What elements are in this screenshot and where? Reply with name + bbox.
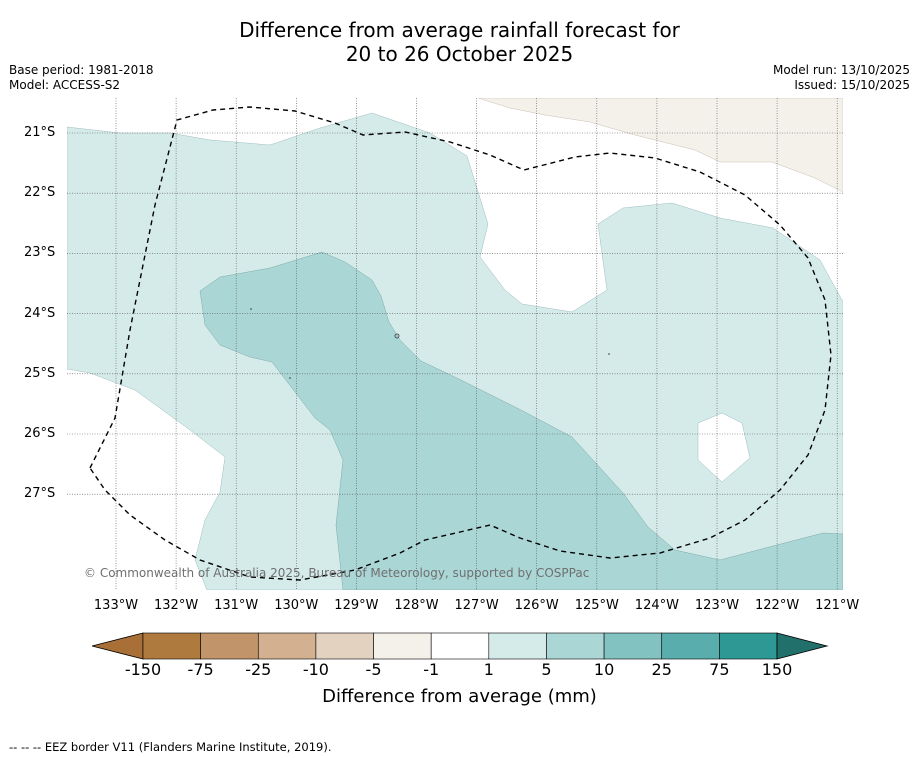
meta-right: Model run: 13/10/2025 Issued: 15/10/2025 [773, 63, 910, 93]
colorbar-bin [546, 632, 605, 660]
lon-label: 121°W [815, 598, 860, 613]
colorbar-tick-label: 150 [761, 660, 793, 679]
lat-label: 24°S [24, 305, 56, 321]
colorbar-tick-label: -25 [245, 660, 272, 679]
lon-label: 130°W [274, 598, 319, 613]
colorbar-label: Difference from average (mm) [322, 686, 597, 707]
model-run: Model run: 13/10/2025 [772, 63, 910, 77]
title-line-1: Difference from average rainfall forecas… [239, 18, 680, 42]
colorbar-tick-label: -5 [365, 660, 382, 679]
colorbar-bin [315, 632, 374, 660]
lon-label: 124°W [634, 598, 679, 613]
lat-label: 23°S [24, 245, 56, 261]
colorbar-arrow-low [91, 632, 144, 660]
lat-label: 25°S [24, 365, 56, 381]
island-marker [394, 333, 400, 339]
lat-label: 21°S [24, 125, 56, 140]
island-marker [250, 308, 252, 310]
colorbar-bin [200, 632, 259, 660]
map-title: Difference from average rainfall forecas… [0, 18, 919, 66]
colorbar-tick-label: -10 [302, 660, 329, 679]
copyright-note: © Commonwealth of Australia 2025, Bureau… [84, 566, 590, 580]
colorbar-bin [142, 632, 201, 660]
lon-label: 123°W [694, 598, 740, 613]
colorbar-tick-label: 25 [651, 660, 672, 679]
lat-label: 26°S [24, 426, 56, 441]
gridlines [67, 98, 843, 590]
colorbar-tick-label: 5 [541, 660, 552, 679]
colorbar-tick-label: -1 [423, 660, 440, 679]
lon-label: 131°W [214, 598, 259, 613]
lat-label: 27°S [24, 486, 56, 502]
lat-label: 22°S [24, 185, 56, 201]
colorbar-tick-label: -75 [187, 660, 214, 679]
lon-label: 132°W [154, 598, 199, 613]
lon-label: 128°W [394, 598, 439, 613]
colorbar-arrow-high [776, 632, 829, 660]
lon-label: 129°W [334, 598, 379, 613]
lon-label: 127°W [454, 598, 499, 613]
colorbar-bin [661, 632, 720, 660]
colorbar [91, 632, 829, 660]
lon-label: 122°W [755, 598, 800, 613]
lon-label: 126°W [514, 598, 559, 613]
rain-zone-minus1-5 [477, 98, 843, 193]
colorbar-tick-label: 75 [709, 660, 730, 679]
colorbar-bin [430, 632, 490, 660]
colorbar-tick-label: 10 [593, 660, 615, 679]
title-line-2: 20 to 26 October 2025 [345, 42, 574, 66]
meta-left: Base period: 1981-2018 Model: ACCESS-S2 [9, 63, 154, 93]
rain-zone-hole [697, 412, 751, 483]
colorbar-tick-label: -150 [124, 660, 162, 679]
model-name: Model: ACCESS-S2 [9, 78, 121, 92]
colorbar-bin [373, 632, 432, 660]
island-marker [608, 353, 610, 355]
colorbar-bin [603, 632, 663, 660]
lon-label: 133°W [93, 598, 139, 613]
issued-date: Issued: 15/10/2025 [794, 78, 910, 92]
lon-label: 125°W [574, 598, 619, 613]
map-fill-layer [67, 98, 843, 590]
island-marker [289, 377, 291, 379]
eez-border-line [89, 106, 832, 581]
rain-zone-1-5 [67, 112, 843, 590]
rain-zone-5-10 [199, 251, 843, 590]
colorbar-bin [257, 632, 317, 660]
colorbar-bin [488, 632, 547, 660]
colorbar-tick-label: 1 [483, 660, 494, 679]
eez-legend-note: -- -- -- EEZ border V11 (Flanders Marine… [9, 740, 332, 754]
base-period: Base period: 1981-2018 [9, 63, 154, 77]
colorbar-bin [719, 632, 778, 660]
